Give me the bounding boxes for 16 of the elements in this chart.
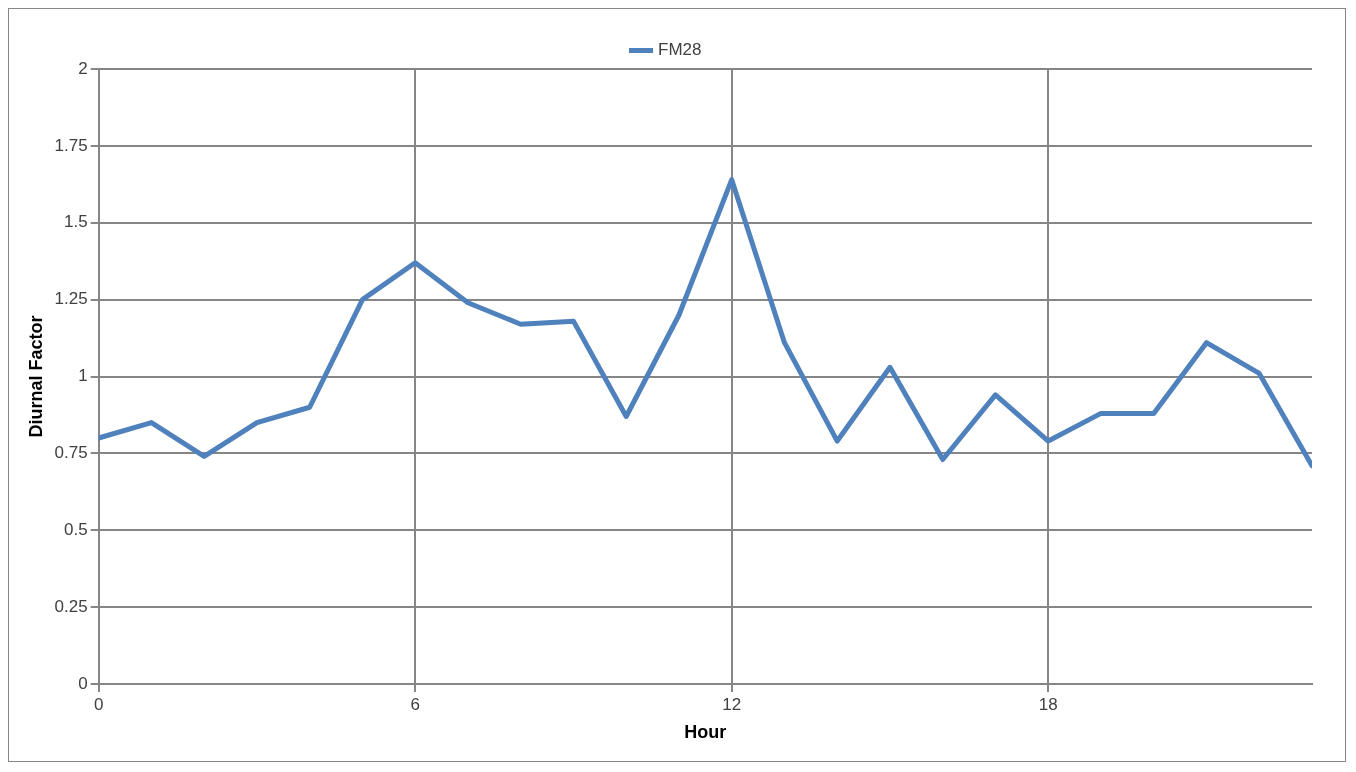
y-tick-label: 1.25	[54, 289, 88, 309]
y-tick-label: 0.25	[54, 596, 88, 616]
x-tick-label: 0	[93, 694, 104, 714]
y-tick-label: 0.75	[54, 443, 88, 463]
x-tick-label: 6	[410, 694, 420, 714]
y-tick-label: 0	[78, 673, 88, 693]
y-tick-label: 1.75	[54, 135, 88, 155]
y-tick-label: 1	[78, 366, 88, 386]
legend-label: FM28	[658, 40, 702, 60]
y-tick-label: 2	[78, 58, 88, 78]
y-tick-label: 1.5	[64, 212, 88, 232]
y-axis-title: Diurnal Factor	[25, 315, 46, 438]
x-tick-label: 18	[1038, 694, 1058, 714]
x-tick-label: 12	[722, 694, 742, 714]
y-tick-label: 0.5	[64, 519, 88, 539]
x-axis-title: Hour	[684, 722, 727, 743]
